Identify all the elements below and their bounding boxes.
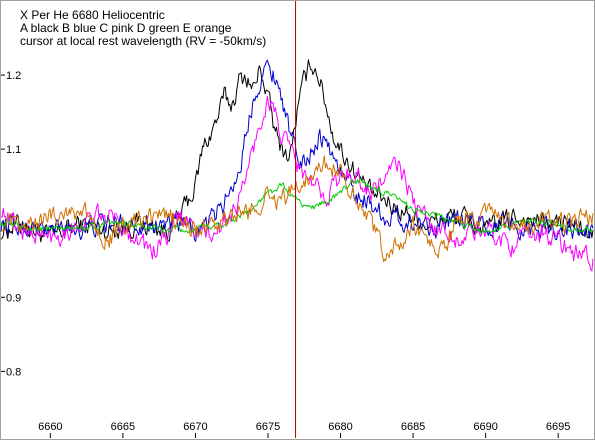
series-line-c [0, 95, 594, 272]
series-lines [0, 59, 594, 272]
chart-title: X Per He 6680 Heliocentric [20, 8, 165, 22]
x-tick-label: 6660 [38, 421, 62, 433]
y-tick-label: 1.2 [6, 70, 21, 82]
x-axis: 6660 6665 6670 6675 6680 6685 6690 6695 [38, 421, 570, 438]
x-tick-label: 6690 [473, 421, 497, 433]
x-tick-label: 6680 [328, 421, 352, 433]
cursor-note: cursor at local rest wavelength (RV = -5… [20, 34, 267, 48]
series-line-a [0, 59, 594, 243]
x-tick-label: 6665 [111, 421, 135, 433]
y-axis: 0.8 0.9 1.1 1.2 [1, 70, 21, 378]
x-tick-label: 6670 [183, 421, 207, 433]
x-tick-label: 6685 [401, 421, 425, 433]
x-tick-label: 6695 [546, 421, 570, 433]
x-tick-label: 6675 [256, 421, 280, 433]
series-line-d [0, 178, 594, 234]
y-tick-label: 0.8 [6, 366, 21, 378]
legend-text: A black B blue C pink D green E orange [20, 21, 232, 35]
y-tick-label: 1.1 [6, 144, 21, 156]
y-tick-label: 0.9 [6, 292, 21, 304]
series-line-e [0, 155, 594, 262]
series-line-b [0, 59, 594, 242]
